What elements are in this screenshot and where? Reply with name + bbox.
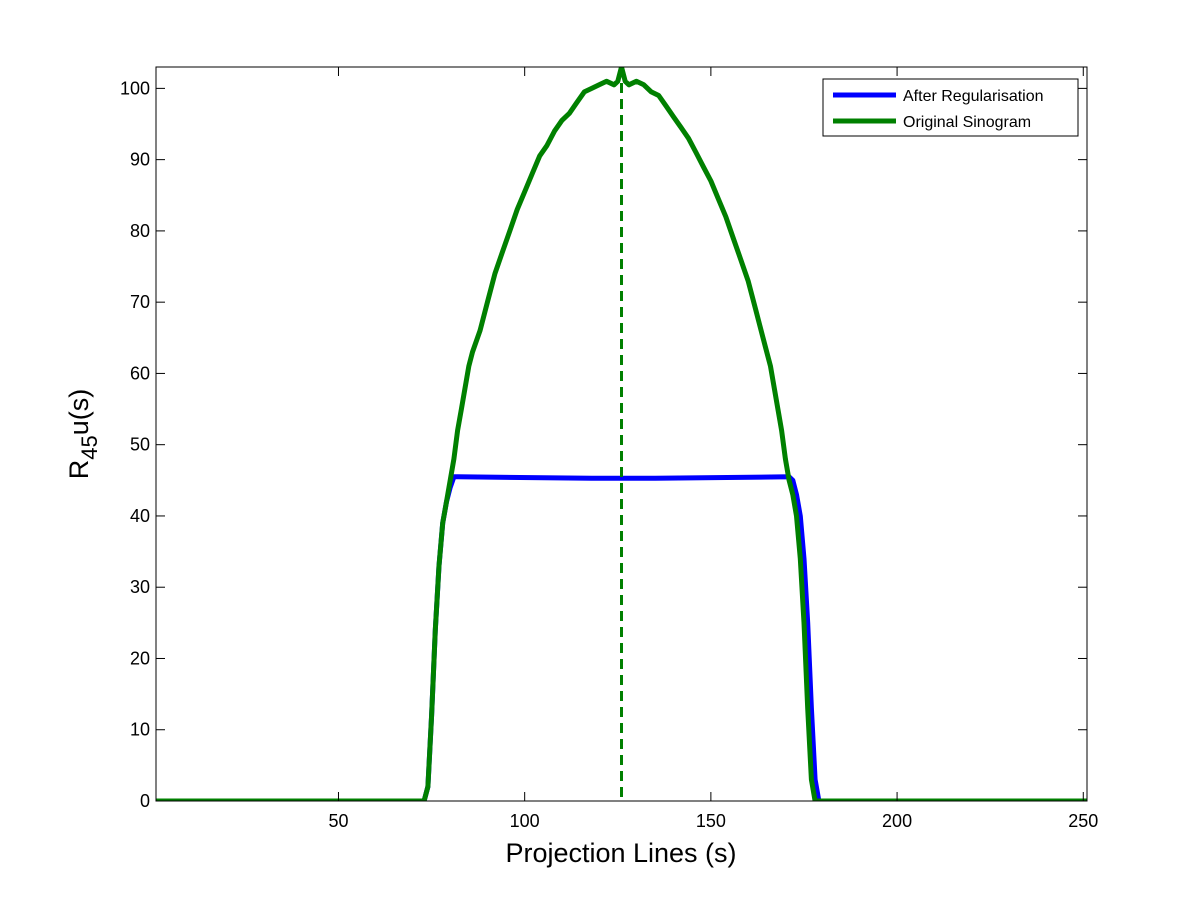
x-tick-label: 50 xyxy=(328,811,348,831)
plot-frame xyxy=(155,66,1088,802)
svg-text:R45u(s): R45u(s) xyxy=(64,389,102,479)
x-tick-label: 200 xyxy=(882,811,912,831)
y-tick-label: 20 xyxy=(130,648,150,668)
x-tick-label: 100 xyxy=(510,811,540,831)
series-line-original-sinogram xyxy=(156,67,1087,801)
plot-area xyxy=(156,67,1087,801)
y-axis-title-subscript: 45 xyxy=(77,435,102,459)
y-tick-label: 0 xyxy=(140,791,150,811)
y-axis-ticks: 0 10 20 30 40 50 60 70 80 90 100 xyxy=(120,78,1087,811)
legend-box xyxy=(822,78,1079,137)
y-tick-label: 60 xyxy=(130,363,150,383)
y-axis-title: R45u(s) xyxy=(64,389,102,479)
y-tick-label: 90 xyxy=(130,150,150,170)
y-tick-label: 50 xyxy=(130,435,150,455)
y-axis-title-tail: u(s) xyxy=(64,389,94,436)
series-layer xyxy=(156,67,1087,801)
y-axis-title-main: R xyxy=(64,460,94,480)
y-tick-label: 100 xyxy=(120,78,150,98)
y-tick-label: 30 xyxy=(130,577,150,597)
legend-label-original-sinogram: Original Sinogram xyxy=(903,114,1031,131)
legend-label-after-regularisation: After Regularisation xyxy=(903,88,1044,105)
legend: After Regularisation Original Sinogram xyxy=(822,78,1079,137)
x-axis-title: Projection Lines (s) xyxy=(505,838,736,868)
x-axis-ticks: 50 100 150 200 250 xyxy=(328,67,1098,831)
y-tick-label: 40 xyxy=(130,506,150,526)
y-tick-label: 80 xyxy=(130,221,150,241)
y-tick-label: 10 xyxy=(130,720,150,740)
y-tick-label: 70 xyxy=(130,292,150,312)
x-tick-label: 250 xyxy=(1068,811,1098,831)
x-tick-label: 150 xyxy=(696,811,726,831)
